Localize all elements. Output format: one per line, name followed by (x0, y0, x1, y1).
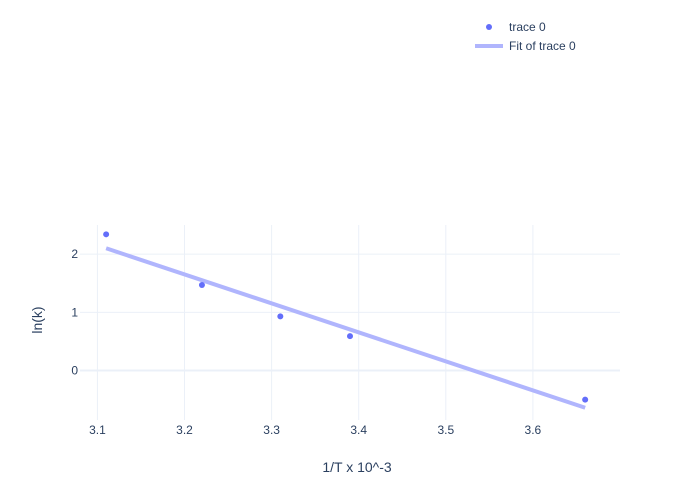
grid-layer (80, 225, 620, 420)
x-tick-label: 3.6 (525, 423, 542, 437)
y-tick-label: 2 (71, 247, 78, 261)
x-tick-label: 3.4 (350, 423, 367, 437)
x-tick-label: 3.1 (89, 423, 106, 437)
y-tick-label: 1 (71, 305, 78, 319)
fit-line (105, 246, 586, 410)
x-axis-ticks: 3.1 3.2 3.3 3.4 3.5 3.6 (89, 423, 541, 437)
scatter-point (277, 313, 284, 320)
legend-marker-trace-0 (486, 24, 492, 30)
x-axis-title: 1/T x 10^-3 (322, 459, 392, 475)
x-tick-label: 3.3 (263, 423, 280, 437)
scatter-point (198, 281, 205, 288)
y-tick-label: 0 (71, 364, 78, 378)
y-axis-title: ln(k) (29, 306, 45, 333)
data-layer (103, 231, 589, 410)
scatter-point (103, 231, 110, 238)
scatter-point (582, 396, 589, 403)
x-tick-label: 3.2 (176, 423, 193, 437)
legend[interactable]: trace 0 Fit of trace 0 (475, 20, 576, 53)
y-axis-ticks: 0 1 2 (71, 247, 78, 377)
scatter-point (347, 333, 353, 340)
legend-label-trace-0: trace 0 (509, 20, 546, 34)
legend-label-fit: Fit of trace 0 (509, 39, 576, 53)
x-tick-label: 3.5 (437, 423, 454, 437)
